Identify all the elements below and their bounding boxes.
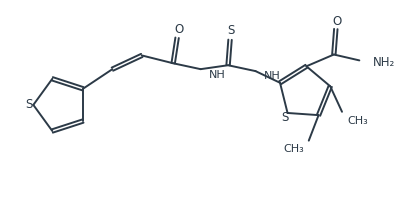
Text: NH: NH bbox=[263, 71, 280, 81]
Text: NH₂: NH₂ bbox=[373, 56, 395, 69]
Text: CH₃: CH₃ bbox=[283, 144, 304, 154]
Text: O: O bbox=[174, 23, 184, 36]
Text: O: O bbox=[332, 15, 341, 28]
Text: S: S bbox=[227, 24, 235, 37]
Text: S: S bbox=[281, 111, 288, 124]
Text: NH: NH bbox=[209, 70, 225, 80]
Text: S: S bbox=[26, 98, 33, 111]
Text: CH₃: CH₃ bbox=[347, 116, 368, 126]
